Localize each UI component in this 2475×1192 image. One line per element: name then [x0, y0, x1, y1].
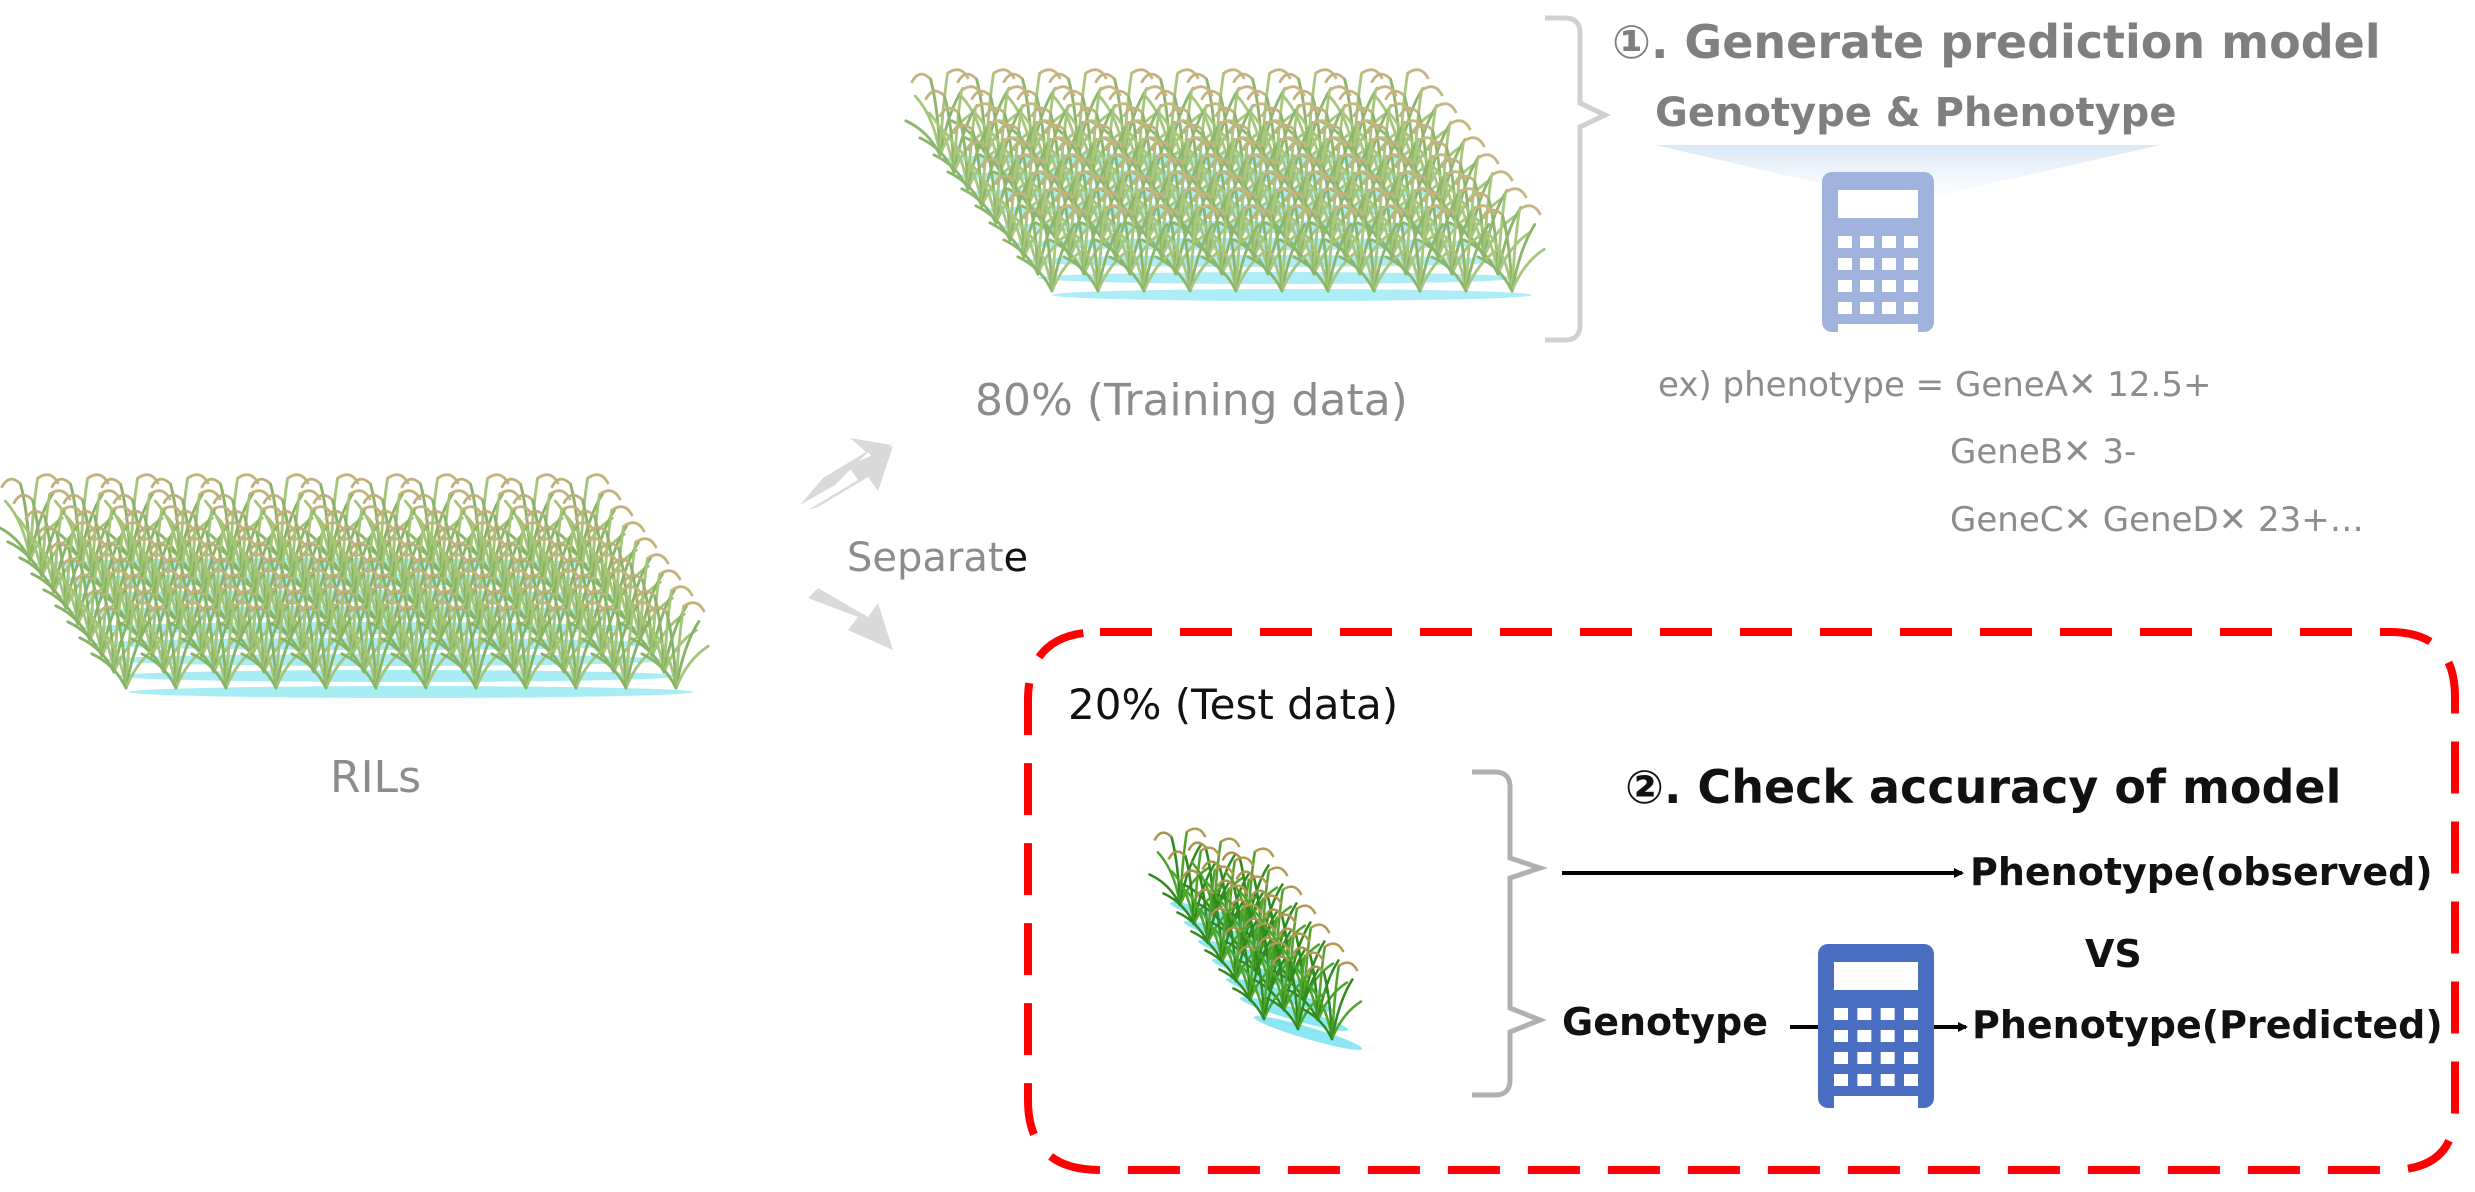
test-data-box — [1024, 628, 2459, 1174]
genotype-label: Genotype — [1562, 1000, 1769, 1044]
calculator-icon — [1818, 944, 1934, 1108]
separate-label-main: Separat — [847, 535, 1004, 581]
vs-label: VS — [2085, 932, 2142, 976]
calculator-icon — [1822, 172, 1934, 336]
step1-title: ①. Generate prediction model — [1612, 15, 2381, 69]
rils-label: RILs — [330, 752, 421, 803]
projection-beam — [1655, 145, 2160, 195]
phenotype-observed-label: Phenotype(observed) — [1970, 850, 2433, 894]
training-data-label: 80% (Training data) — [975, 375, 1408, 426]
formula-line-3: GeneC✕ GeneD✕ 23+… — [1950, 500, 2364, 540]
arrow-icon — [800, 438, 893, 650]
rice-field-icon — [904, 68, 1546, 301]
formula-line-2: GeneB✕ 3- — [1950, 432, 2137, 472]
separate-label-tail: e — [1003, 535, 1029, 581]
rice-field-icon — [0, 473, 710, 698]
test-data-label: 20% (Test data) — [1068, 680, 1399, 729]
rice-field-icon — [1148, 827, 1363, 1050]
bracket-icon — [1472, 769, 1548, 1098]
bracket-icon — [1545, 15, 1611, 343]
formula-line-1: ex) phenotype = GeneA✕ 12.5+ — [1658, 365, 2212, 405]
phenotype-predicted-label: Phenotype(Predicted) — [1972, 1003, 2443, 1047]
separate-label: Separate — [847, 535, 1028, 581]
step2-title: ②. Check accuracy of model — [1625, 760, 2342, 814]
genotype-phenotype-label: Genotype & Phenotype — [1655, 90, 2177, 136]
